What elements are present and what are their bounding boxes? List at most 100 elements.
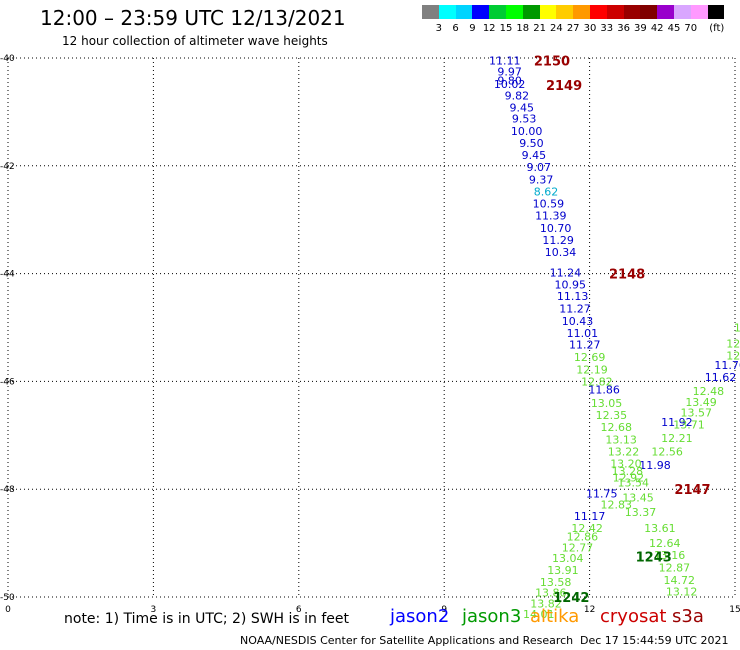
legend-jason2: jason2 <box>390 606 450 627</box>
time-label: 2150 <box>534 55 570 70</box>
data-point-label: 13.49 <box>685 396 717 409</box>
tick-labels: 0 3 6 9 12 15 -40 -42 -44 -46 -48 -50 <box>0 54 740 615</box>
x-tick-label: 9 <box>441 605 447 615</box>
y-tick-label: -46 <box>0 377 15 387</box>
x-tick-label: 3 <box>151 605 157 615</box>
data-point-label: 13.86 <box>535 587 567 600</box>
colorbar-swatch <box>422 5 439 19</box>
time-labels: 2150 2149 2148 2147 1243 1242 <box>534 55 711 606</box>
data-point-label: 11.76 <box>714 359 740 372</box>
x-tick-label: 0 <box>5 605 11 615</box>
colorbar-swatch <box>539 5 557 19</box>
data-point-label: 9.80 <box>497 75 522 88</box>
colorbar-tick-label: 21 <box>533 23 546 34</box>
colorbar-tick-label: 9 <box>469 23 476 34</box>
y-tick-label: -48 <box>0 485 15 495</box>
data-point-label: 14.01 <box>523 608 555 621</box>
y-tick-label: -44 <box>0 270 15 280</box>
colorbar-swatch <box>674 5 691 19</box>
data-point-label: 13.22 <box>608 445 640 458</box>
data-point-label: 14.72 <box>664 574 696 587</box>
data-point-label: 13.05 <box>591 397 623 410</box>
legend-jason3: jason3 <box>462 606 522 627</box>
data-point-label: 11.86 <box>588 383 620 396</box>
data-point-label: 13.82 <box>530 597 562 610</box>
data-point-label: 11.92 <box>661 416 693 429</box>
colorbar-tick-label: 36 <box>617 23 630 34</box>
data-point-label: 9.82 <box>505 90 530 103</box>
data-point-label: 11.27 <box>559 303 591 316</box>
colorbar-tick-label: 12 <box>482 23 496 34</box>
data-point-label: 13.71 <box>673 419 705 432</box>
data-point-label: 1 <box>734 322 740 335</box>
x-tick-label: 6 <box>296 605 302 615</box>
x-tick-label: 12 <box>584 605 595 615</box>
data-point-label: 9.50 <box>519 137 544 150</box>
colorbar-swatch <box>640 5 658 19</box>
footer-credit: NOAA/NESDIS Center for Satellite Applica… <box>240 634 574 647</box>
legend-s3a: s3a <box>672 606 704 627</box>
data-point-label: 12.92 <box>613 471 645 484</box>
data-point-label: 9.45 <box>509 102 534 115</box>
data-point-label: 11.17 <box>574 510 606 523</box>
data-point-label: 12.42 <box>571 522 603 535</box>
colorbar-swatch <box>690 5 708 19</box>
colorbar-tick-label: 30 <box>583 23 597 34</box>
data-point-label: 12.64 <box>649 537 681 550</box>
data-point-label: 11.29 <box>542 234 574 247</box>
colorbar-swatch <box>438 5 456 19</box>
footer-timestamp: Dec 17 15:44:59 UTC 2021 <box>580 634 729 647</box>
data-point-label: 10.02 <box>494 78 526 91</box>
data-point-label: 8.62 <box>534 186 559 199</box>
data-point-label: 11.24 <box>550 267 582 280</box>
time-label: 1242 <box>553 591 589 606</box>
data-point-label: 11.39 <box>535 209 567 222</box>
data-point-label: 12.86 <box>567 531 599 544</box>
colorbar-tick-label: 3 <box>435 23 442 34</box>
data-point-label: 13.61 <box>644 522 676 535</box>
data-point-label: 13.20 <box>610 457 642 470</box>
time-label: 2147 <box>674 483 710 498</box>
colorbar-tick-label: 24 <box>550 23 563 34</box>
x-tick-label: 15 <box>729 605 740 615</box>
data-point-label: 10.00 <box>511 125 543 138</box>
data-point-label: 13.04 <box>552 552 584 565</box>
data-point-label: 10.34 <box>545 246 577 259</box>
data-point-label: 13.91 <box>547 564 579 577</box>
y-tick-label: -50 <box>0 593 15 603</box>
data-point-label: 12.69 <box>574 351 606 364</box>
data-point-label: 11.62 <box>705 371 737 384</box>
colorbar-tick-label: 15 <box>499 23 513 34</box>
data-point-label: 11.13 <box>557 290 589 303</box>
colorbar-swatch <box>489 5 506 19</box>
data-point-label: 12.48 <box>693 385 725 398</box>
data-point-label: 9.97 <box>497 65 522 78</box>
colorbar-tick-label: 42 <box>650 23 664 34</box>
data-point-label: 12.56 <box>651 445 683 458</box>
note-text: note: 1) Time is in UTC; 2) SWH is in fe… <box>64 611 350 627</box>
data-point-label: 12.21 <box>661 432 693 445</box>
data-point-label: 13.28 <box>612 465 644 478</box>
data-point-label: 12.35 <box>596 409 628 422</box>
data-point-label: 9.45 <box>522 149 547 162</box>
legend-cryosat: cryosat <box>600 606 667 627</box>
data-point-label: 13.37 <box>625 506 657 519</box>
data-point-label: 11.98 <box>639 459 671 472</box>
data-point-label: 13.58 <box>540 576 572 589</box>
colorbar-swatch <box>522 5 540 19</box>
data-point-label: 10.70 <box>540 222 572 235</box>
colorbar-swatch <box>623 5 641 19</box>
data-point-label: 13.54 <box>617 477 649 490</box>
data-marks: 11.119.979.8010.029.829.459.5310.009.509… <box>489 55 740 622</box>
time-label: 2149 <box>546 79 582 94</box>
legend-altika: altika <box>530 606 580 627</box>
data-point-label: 12.83 <box>601 498 633 511</box>
colorbar-tick-label: 18 <box>516 23 530 34</box>
data-point-label: 12.68 <box>601 421 633 434</box>
data-point-label: 13.45 <box>622 491 654 504</box>
data-point-label: 9.53 <box>512 112 537 125</box>
colorbar-swatch <box>707 5 725 19</box>
data-point-label: 12. <box>726 350 740 363</box>
colorbar-swatch <box>455 5 473 19</box>
